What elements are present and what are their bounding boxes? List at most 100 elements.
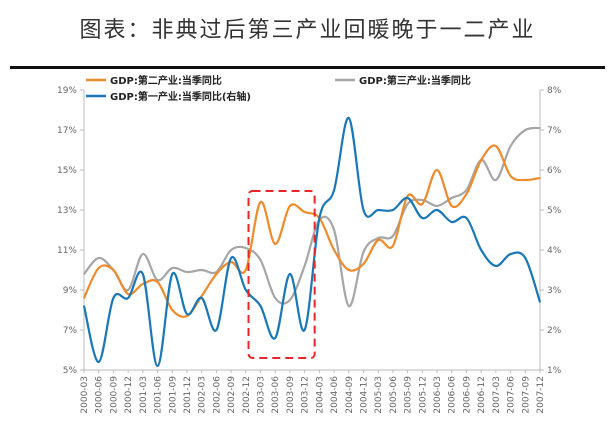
series-secondary-industry-point bbox=[303, 211, 306, 213]
series-primary-industry-point bbox=[450, 221, 453, 223]
legend: GDP:第二产业:当季同比 GDP:第三产业:当季同比 GDP:第一产业:当季同比(… bbox=[86, 74, 471, 103]
series-tertiary-industry-point bbox=[524, 129, 527, 131]
x-tick-label: 2004-03 bbox=[315, 376, 325, 414]
series-secondary-industry-point bbox=[509, 175, 512, 177]
x-tick-label: 2000-03 bbox=[80, 376, 90, 414]
title-rule bbox=[10, 66, 605, 69]
x-axis: 2000-03 2000-06 2000-09 2000-12 2001-03 2001-… bbox=[80, 370, 546, 414]
left-tick-label: 17% bbox=[57, 126, 77, 136]
series-primary-industry-point bbox=[215, 329, 218, 331]
series-primary-industry-point bbox=[83, 305, 85, 307]
x-tick-label: 2004-12 bbox=[359, 376, 369, 414]
left-axis: 5% 7% 9% 11% 13% 15% 17% 19% bbox=[57, 86, 84, 376]
series-primary-industry-point bbox=[495, 265, 497, 267]
series-secondary-industry-point bbox=[289, 205, 291, 207]
x-tick-label: 2001-12 bbox=[183, 376, 193, 414]
series-tertiary-industry-point bbox=[259, 259, 262, 261]
x-tick-label: 2004-09 bbox=[345, 376, 355, 414]
series-primary-industry-point bbox=[171, 273, 174, 275]
x-tick-label: 2002-12 bbox=[242, 376, 252, 414]
x-tick-label: 2005-03 bbox=[374, 376, 384, 414]
series-primary-industry-point bbox=[230, 257, 232, 259]
series-tertiary-industry-point bbox=[392, 235, 394, 237]
x-tick-label: 2001-03 bbox=[139, 376, 149, 414]
series-secondary-industry-point bbox=[259, 201, 262, 203]
left-tick-label: 5% bbox=[63, 366, 78, 376]
series-secondary-industry-line bbox=[83, 144, 541, 318]
series-tertiary-industry-point bbox=[303, 265, 306, 267]
right-tick-label: 2% bbox=[547, 326, 562, 336]
series-tertiary-industry-point bbox=[539, 127, 541, 129]
series-primary-industry-point bbox=[156, 365, 159, 367]
left-tick-label: 9% bbox=[63, 286, 78, 296]
left-tick-label: 19% bbox=[57, 86, 77, 96]
x-tick-label: 2006-12 bbox=[477, 376, 487, 414]
series-primary-industry-point bbox=[112, 297, 115, 299]
right-tick-label: 3% bbox=[547, 286, 562, 296]
x-tick-label: 2004-06 bbox=[330, 376, 340, 414]
series-secondary-industry-point bbox=[186, 315, 188, 317]
right-tick-label: 8% bbox=[547, 86, 562, 96]
series-primary-industry-point bbox=[259, 305, 262, 307]
x-tick-label: 2006-03 bbox=[433, 376, 443, 414]
series-primary-industry-point bbox=[333, 189, 335, 191]
x-tick-label: 2007-09 bbox=[521, 376, 531, 414]
series-tertiary-industry-point bbox=[465, 189, 468, 191]
x-tick-label: 2007-06 bbox=[507, 376, 517, 414]
x-tick-label: 2001-06 bbox=[154, 376, 164, 414]
series-primary-industry-point bbox=[142, 273, 144, 275]
series-secondary-industry-point bbox=[392, 245, 394, 247]
x-tick-label: 2006-09 bbox=[462, 376, 472, 414]
series-secondary-industry-point bbox=[171, 309, 174, 311]
series-primary-industry-point bbox=[289, 273, 291, 275]
series-secondary-industry-point bbox=[274, 243, 277, 245]
series-primary-industry-point bbox=[509, 253, 512, 255]
series-secondary-industry-point bbox=[347, 269, 350, 271]
x-tick-label: 2007-03 bbox=[492, 376, 502, 414]
x-tick-label: 2002-03 bbox=[198, 376, 208, 414]
chart-title: 图表：非典过后第三产业回暖晚于一二产业 bbox=[79, 18, 536, 43]
series-group bbox=[82, 116, 542, 368]
series-primary-industry-point bbox=[436, 209, 438, 211]
x-tick-label: 2003-12 bbox=[301, 376, 311, 414]
series-secondary-industry-point bbox=[245, 269, 247, 271]
left-tick-label: 7% bbox=[63, 326, 78, 336]
right-axis: 1% 2% 3% 4% 5% 6% 7% 8% bbox=[540, 86, 562, 376]
x-tick-label: 2002-09 bbox=[227, 376, 237, 414]
series-secondary-industry-point bbox=[215, 273, 218, 275]
series-tertiary-industry-point bbox=[186, 271, 188, 273]
x-tick-label: 2000-12 bbox=[124, 376, 134, 414]
series-tertiary-industry-point bbox=[436, 205, 438, 207]
x-tick-label: 2000-09 bbox=[109, 376, 119, 414]
series-tertiary-industry-point bbox=[230, 249, 232, 251]
series-secondary-industry-point bbox=[377, 239, 379, 241]
x-tick-label: 2003-03 bbox=[257, 376, 267, 414]
series-tertiary-industry-point bbox=[333, 229, 335, 231]
x-tick-label: 2006-06 bbox=[448, 376, 458, 414]
series-primary-industry-point bbox=[362, 209, 365, 211]
series-secondary-industry-point bbox=[362, 263, 365, 265]
x-tick-label: 2005-09 bbox=[404, 376, 414, 414]
series-secondary-industry-point bbox=[495, 145, 497, 147]
series-primary-industry-point bbox=[539, 301, 541, 303]
series-secondary-industry-point bbox=[83, 297, 85, 299]
series-primary-industry-point bbox=[303, 329, 306, 331]
x-tick-label: 2003-06 bbox=[271, 376, 281, 414]
series-tertiary-industry-point bbox=[509, 145, 512, 147]
series-tertiary-industry-point bbox=[200, 269, 203, 271]
series-primary-industry-point bbox=[480, 249, 482, 251]
series-secondary-industry-point bbox=[333, 249, 335, 251]
right-tick-label: 5% bbox=[547, 206, 562, 216]
series-secondary-industry-point bbox=[142, 283, 144, 285]
series-secondary-industry-point bbox=[200, 295, 203, 297]
series-secondary-industry-point bbox=[112, 269, 115, 271]
series-secondary-industry-point bbox=[156, 281, 159, 283]
right-tick-label: 6% bbox=[547, 166, 562, 176]
x-tick-label: 2005-12 bbox=[418, 376, 428, 414]
series-tertiary-industry-point bbox=[245, 247, 247, 249]
series-primary-industry-point bbox=[465, 217, 468, 219]
series-tertiary-industry-point bbox=[97, 257, 100, 259]
x-tick-label: 2000-06 bbox=[95, 376, 105, 414]
x-tick-label: 2007-12 bbox=[536, 376, 546, 414]
x-tick-label: 2005-06 bbox=[389, 376, 399, 414]
